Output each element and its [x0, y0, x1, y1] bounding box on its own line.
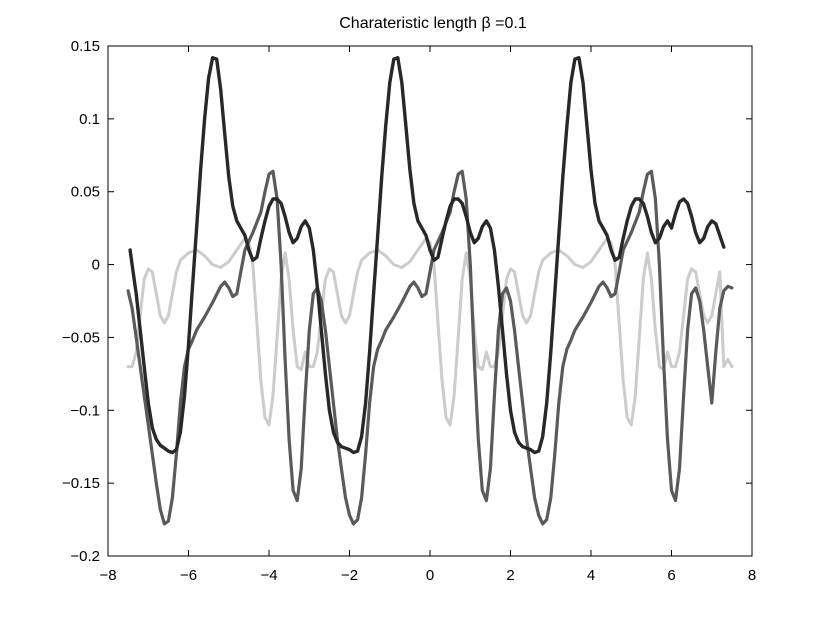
- x-tick-label: −8: [99, 567, 116, 584]
- y-tick-label: −0.05: [62, 329, 100, 346]
- y-axis-tick-labels: −0.2 −0.15 −0.1 −0.05 0 0.05 0.1 0.15: [62, 38, 100, 565]
- y-tick-label: 0: [92, 257, 100, 274]
- x-tick-label: 8: [748, 567, 756, 584]
- x-tick-label: −2: [341, 567, 358, 584]
- x-axis-tick-labels: −8 −6 −4 −2 0 2 4 6 8: [99, 567, 756, 584]
- series-layer: [126, 56, 734, 526]
- x-tick-label: 0: [426, 567, 434, 584]
- x-tick-label: −4: [260, 567, 277, 584]
- y-tick-label: −0.2: [70, 548, 100, 565]
- x-tick-label: 6: [667, 567, 675, 584]
- y-tick-label: 0.15: [71, 38, 100, 55]
- x-tick-label: 4: [587, 567, 595, 584]
- y-tick-label: 0.1: [79, 111, 100, 128]
- y-tick-label: −0.1: [70, 402, 100, 419]
- chart-title: Charateristic length β =0.1: [339, 15, 527, 32]
- y-tick-label: 0.05: [71, 184, 100, 201]
- tick-layer: [107, 45, 753, 557]
- y-tick-label: −0.15: [62, 475, 100, 492]
- x-tick-label: −6: [180, 567, 197, 584]
- series-line-3: [128, 56, 726, 455]
- x-tick-label: 2: [506, 567, 514, 584]
